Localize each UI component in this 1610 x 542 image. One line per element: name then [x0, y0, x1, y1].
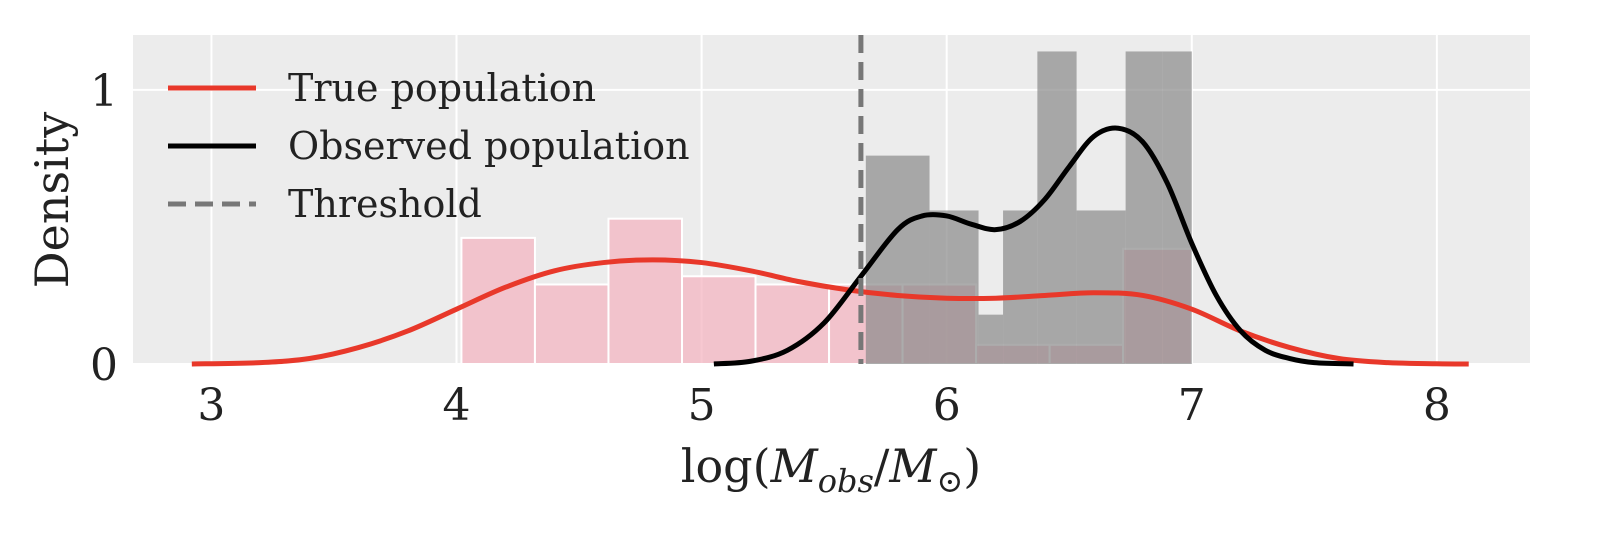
- x-axis-label: log(Mobs/M⊙): [681, 439, 981, 500]
- y-tick-labels: 01: [90, 66, 118, 391]
- histogram-bar: [929, 210, 979, 364]
- x-tick-label: 4: [443, 380, 471, 431]
- histogram-bar: [680, 275, 757, 365]
- x-tick-label: 6: [933, 380, 961, 431]
- histogram-bar: [533, 283, 610, 365]
- histogram-bar: [1076, 210, 1126, 364]
- histogram-bar: [1125, 51, 1163, 364]
- legend-label: True population: [288, 66, 596, 110]
- histogram-bar: [1003, 210, 1038, 364]
- y-tick-label: 0: [90, 340, 118, 391]
- x-tick-label: 8: [1423, 380, 1451, 431]
- x-tick-labels: 3 4 5 6 7 8: [197, 380, 1450, 431]
- y-tick-label: 1: [90, 66, 118, 117]
- x-tick-label: 5: [688, 380, 716, 431]
- histogram-bar: [607, 217, 683, 365]
- y-axis-label: Density: [25, 112, 79, 289]
- x-tick-label: 7: [1178, 380, 1206, 431]
- x-tick-label: 3: [197, 380, 225, 431]
- histogram-bar: [978, 314, 1004, 364]
- legend-label: Threshold: [288, 182, 482, 226]
- observed-population-histogram: [865, 51, 1192, 364]
- histogram-bar: [1037, 51, 1077, 364]
- histogram-bar: [754, 283, 831, 365]
- legend: True population Observed population Thresh…: [168, 66, 690, 226]
- legend-label: Observed population: [288, 124, 690, 168]
